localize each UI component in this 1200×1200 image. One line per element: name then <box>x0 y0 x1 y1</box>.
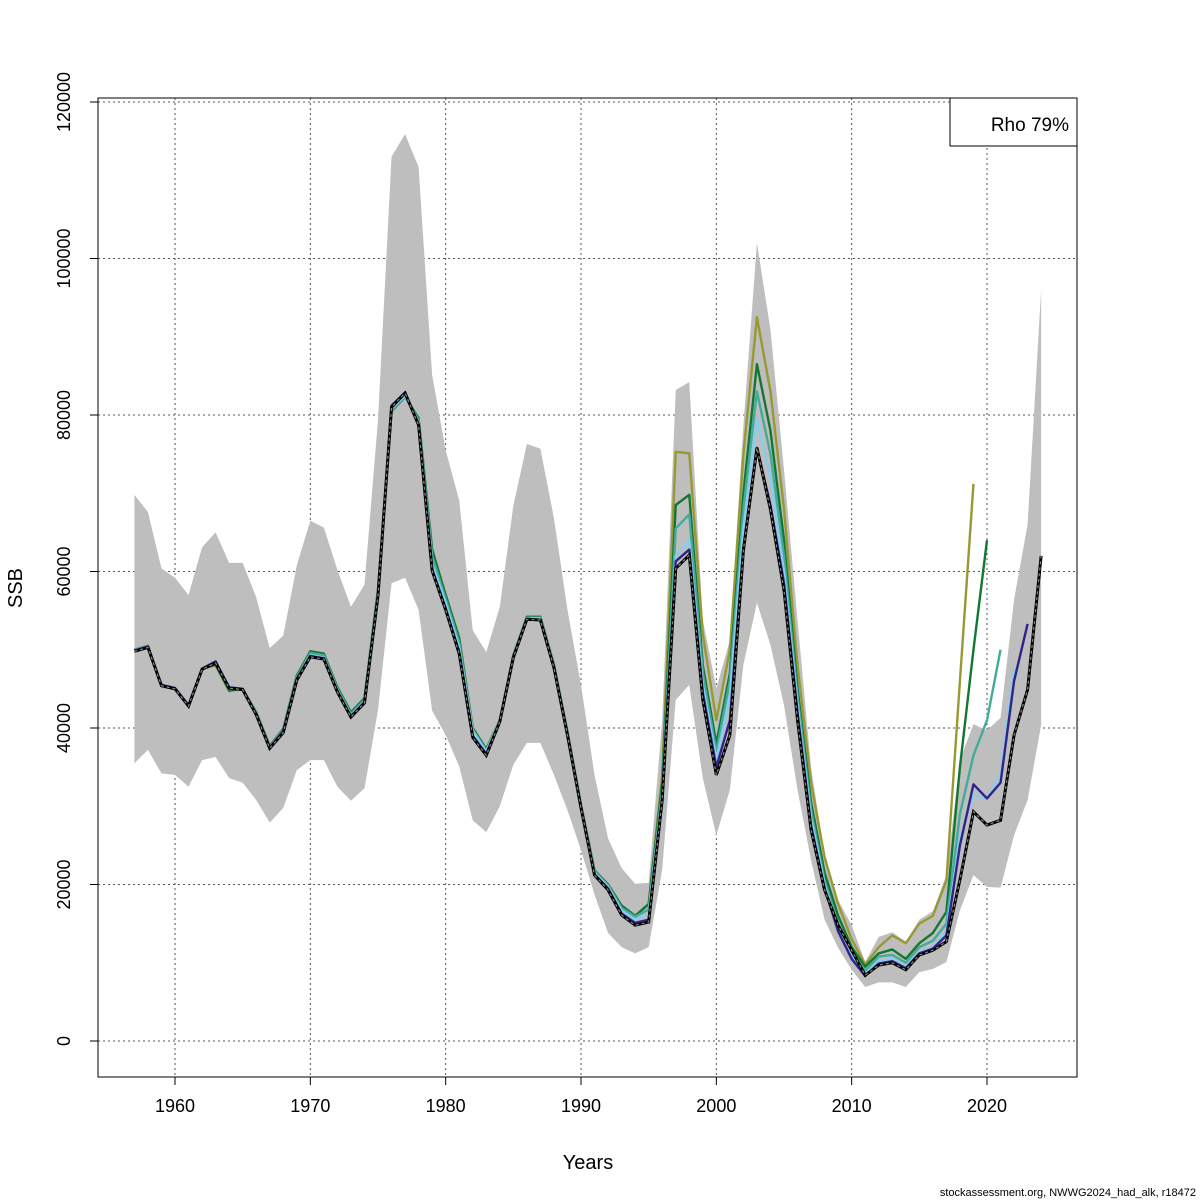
y-tick-label: 80000 <box>54 390 74 440</box>
legend-rho-text: Rho 79% <box>991 115 1069 136</box>
confidence-band <box>134 134 1042 988</box>
series-lines <box>133 315 1043 978</box>
x-tick-label: 2010 <box>832 1096 872 1116</box>
x-axis: 1960 1970 1980 1990 2000 2010 2020 <box>155 1077 1007 1116</box>
legend: Rho 79% <box>949 97 1078 147</box>
x-tick-label: 1980 <box>426 1096 466 1116</box>
legend-box <box>949 97 1078 147</box>
x-axis-label: Years <box>563 1152 613 1174</box>
x-tick-label: 2020 <box>967 1096 1007 1116</box>
y-tick-label: 60000 <box>54 546 74 596</box>
series-line-2024-full-dash <box>134 392 1042 977</box>
confidence-band-area <box>134 134 1042 988</box>
x-tick-label: 2000 <box>696 1096 736 1116</box>
y-tick-label: 120000 <box>54 72 74 132</box>
grid-lines <box>98 98 1077 1077</box>
y-tick-label: 40000 <box>54 703 74 753</box>
y-tick-label: 100000 <box>54 228 74 288</box>
y-axis: 0 20000 40000 60000 80000 100000 120000 <box>54 72 98 1046</box>
y-tick-label: 20000 <box>54 859 74 909</box>
y-tick-label: 0 <box>54 1036 74 1046</box>
x-tick-label: 1960 <box>155 1096 195 1116</box>
footnote: stockassessment.org, NWWG2024_had_alk, r… <box>940 1187 1196 1199</box>
plot-frame <box>97 97 1078 1078</box>
x-tick-label: 1990 <box>561 1096 601 1116</box>
x-tick-label: 1970 <box>290 1096 330 1116</box>
y-axis-label: SSB <box>5 568 27 608</box>
